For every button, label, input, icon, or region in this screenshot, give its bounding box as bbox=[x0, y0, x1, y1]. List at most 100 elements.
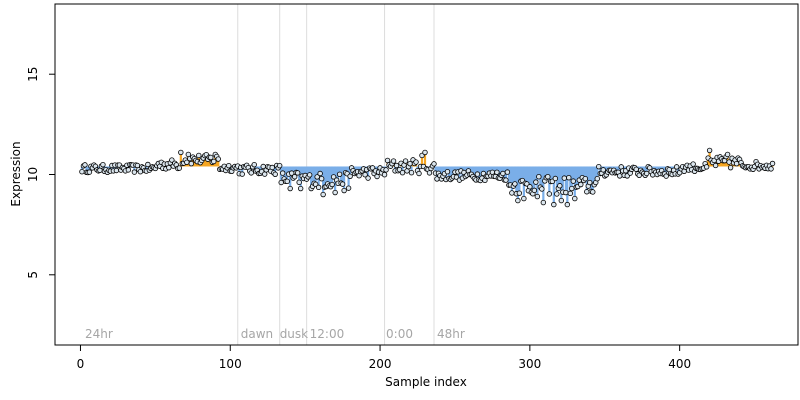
data-point bbox=[578, 181, 584, 188]
data-point bbox=[381, 172, 388, 178]
data-point bbox=[208, 154, 214, 161]
data-point bbox=[317, 170, 323, 177]
data-point bbox=[558, 197, 565, 204]
data-point bbox=[383, 167, 389, 173]
data-point bbox=[515, 197, 521, 204]
data-point bbox=[494, 169, 500, 175]
data-point bbox=[86, 169, 93, 175]
data-point bbox=[413, 159, 419, 165]
data-point bbox=[431, 161, 437, 167]
data-point bbox=[444, 168, 451, 175]
data-point bbox=[315, 184, 322, 191]
data-point bbox=[644, 170, 650, 177]
data-point bbox=[673, 164, 680, 170]
data-point bbox=[724, 151, 731, 158]
data-point bbox=[178, 149, 184, 156]
data-point bbox=[600, 167, 606, 173]
annotation-label-5: 48hr bbox=[437, 327, 465, 341]
data-point bbox=[516, 190, 523, 196]
data-point bbox=[384, 157, 391, 164]
data-point bbox=[564, 201, 571, 208]
data-point bbox=[390, 158, 397, 164]
data-point bbox=[545, 174, 551, 180]
data-point bbox=[533, 179, 539, 185]
plot-frame bbox=[54, 3, 799, 346]
data-point bbox=[79, 168, 85, 175]
data-point bbox=[663, 173, 669, 179]
data-point bbox=[557, 183, 563, 189]
x-tick-label: 0 bbox=[77, 357, 85, 371]
data-point bbox=[296, 179, 302, 186]
data-point bbox=[248, 170, 254, 176]
data-point bbox=[504, 169, 511, 175]
data-point bbox=[552, 175, 559, 182]
data-point bbox=[239, 171, 245, 177]
data-point bbox=[570, 178, 577, 184]
data-point bbox=[416, 170, 422, 177]
data-point bbox=[596, 163, 602, 170]
data-point bbox=[509, 190, 515, 196]
data-point bbox=[569, 185, 575, 192]
data-point bbox=[633, 166, 639, 172]
data-point bbox=[503, 177, 509, 183]
data-point bbox=[297, 185, 304, 192]
data-point bbox=[272, 171, 278, 177]
data-point bbox=[166, 164, 172, 171]
annotation-label-2: dusk bbox=[280, 327, 308, 341]
data-point bbox=[276, 162, 283, 169]
data-point bbox=[727, 164, 734, 171]
data-point bbox=[196, 152, 202, 159]
data-point bbox=[279, 170, 286, 176]
data-point bbox=[536, 174, 542, 180]
y-axis-title: Expression bbox=[9, 141, 23, 206]
data-point bbox=[330, 174, 337, 180]
data-point bbox=[617, 173, 623, 179]
data-point bbox=[294, 170, 301, 176]
data-point bbox=[769, 160, 776, 167]
data-point bbox=[399, 169, 406, 176]
data-point bbox=[566, 175, 572, 181]
data-point bbox=[113, 167, 120, 174]
data-point bbox=[422, 149, 428, 156]
data-point bbox=[554, 191, 560, 197]
time-annotations: 24hr dawn dusk 12:00 0:00 48hr bbox=[85, 327, 465, 341]
data-point bbox=[582, 176, 588, 182]
annotation-label-3: 12:00 bbox=[310, 327, 345, 341]
data-point bbox=[706, 147, 713, 154]
data-point bbox=[211, 158, 217, 165]
annotation-label-4: 0:00 bbox=[386, 327, 413, 341]
data-point bbox=[534, 193, 541, 200]
data-point bbox=[768, 166, 774, 172]
data-point bbox=[636, 172, 642, 179]
x-axis-title: Sample index bbox=[385, 375, 467, 389]
data-point bbox=[306, 172, 313, 178]
data-point bbox=[100, 161, 106, 168]
x-tick-label: 100 bbox=[219, 357, 242, 371]
data-point bbox=[251, 161, 257, 168]
data-point bbox=[521, 195, 527, 202]
y-tick-label: 15 bbox=[26, 67, 40, 82]
data-point bbox=[572, 195, 578, 202]
data-point bbox=[540, 199, 547, 206]
data-point bbox=[587, 179, 593, 186]
data-point bbox=[287, 185, 293, 192]
data-point bbox=[539, 186, 545, 192]
data-point bbox=[284, 178, 290, 185]
data-point bbox=[332, 189, 338, 196]
data-point bbox=[188, 160, 195, 167]
x-axis: 0 100 200 300 400 bbox=[77, 345, 691, 371]
data-point bbox=[733, 160, 740, 167]
y-tick-label: 5 bbox=[26, 271, 40, 279]
data-point bbox=[339, 181, 346, 187]
data-point bbox=[712, 162, 719, 169]
data-point bbox=[408, 169, 415, 176]
data-point bbox=[341, 187, 347, 194]
data-point bbox=[512, 181, 518, 187]
data-point bbox=[82, 162, 88, 168]
data-points bbox=[79, 147, 776, 208]
data-point bbox=[169, 157, 175, 163]
data-point bbox=[269, 164, 275, 171]
data-point bbox=[365, 175, 371, 181]
data-point bbox=[402, 158, 409, 164]
